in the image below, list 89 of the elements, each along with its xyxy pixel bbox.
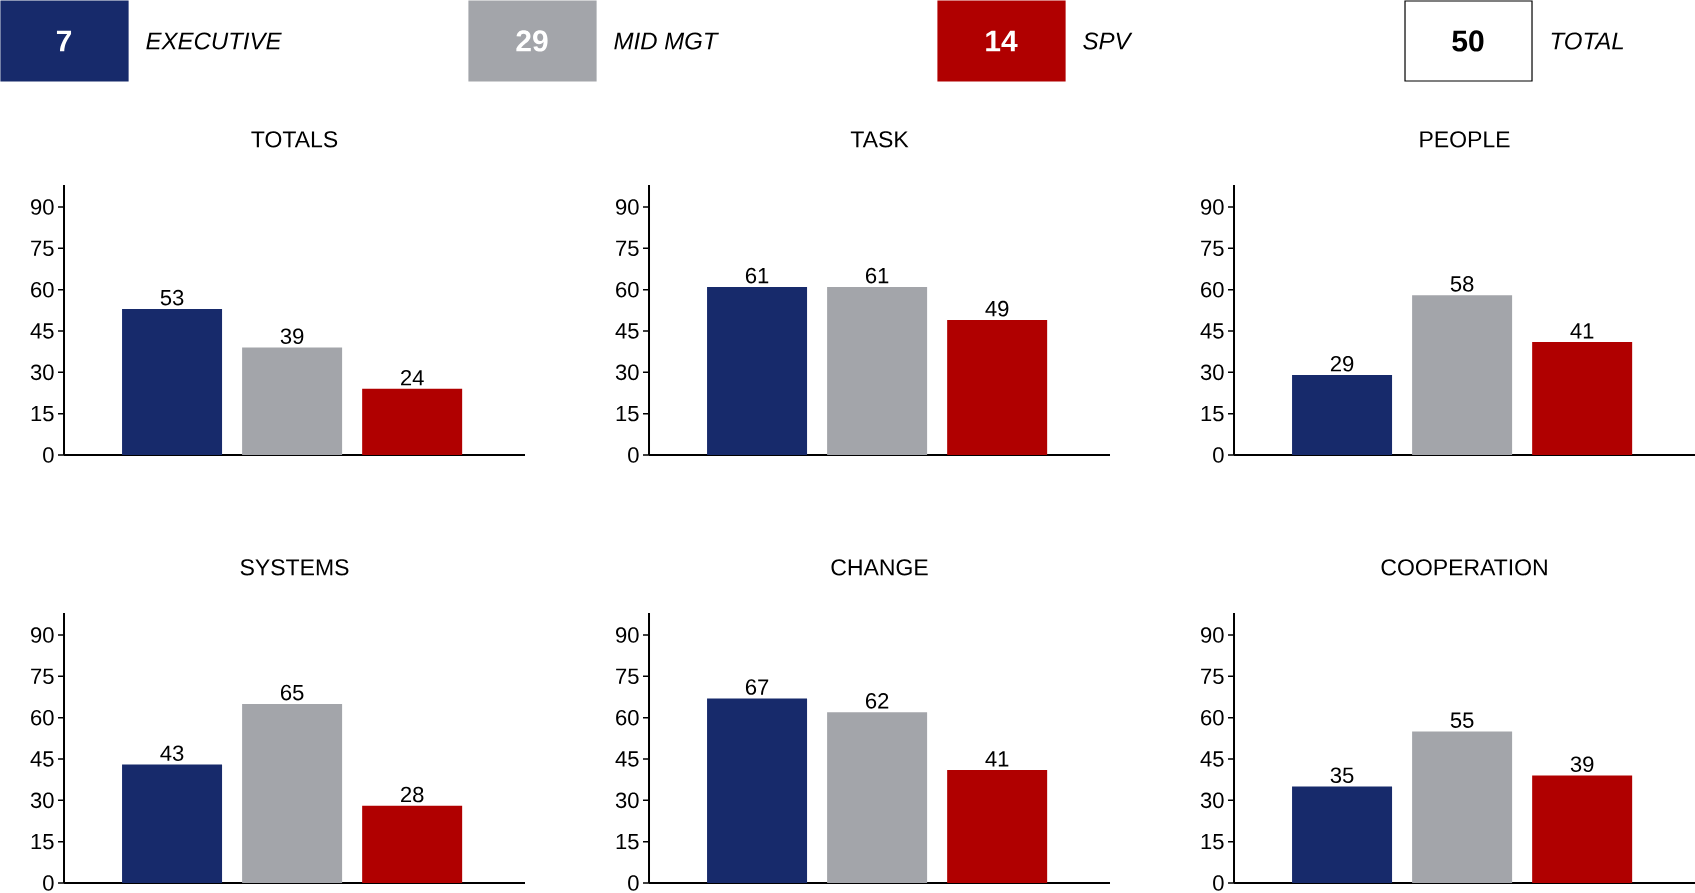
bar	[122, 308, 223, 455]
y-tick-label: 45	[615, 751, 639, 767]
bar	[1292, 786, 1393, 883]
chart-title: CHANGE	[831, 559, 928, 576]
bar	[1532, 775, 1633, 883]
category-label: TOTAL	[1551, 32, 1624, 50]
bar	[947, 770, 1048, 883]
data-label: 41	[1570, 323, 1594, 339]
y-tick-label: 75	[31, 668, 54, 685]
y-tick-label: 15	[31, 405, 54, 422]
y-tick-label: 45	[1200, 751, 1224, 767]
y-tick-label: 45	[1200, 323, 1224, 339]
y-tick-label: 60	[1201, 281, 1224, 298]
bar	[1412, 731, 1513, 883]
y-tick-label: 15	[31, 833, 54, 850]
data-label: 43	[160, 745, 184, 761]
y-tick-label: 15	[1201, 833, 1224, 850]
bar	[827, 712, 928, 883]
y-tick-label: 30	[30, 792, 54, 809]
y-tick-label: 30	[615, 364, 639, 381]
y-tick-label: 60	[31, 709, 54, 726]
text: 14	[986, 30, 1018, 52]
y-tick-label: 90	[31, 199, 54, 215]
y-tick-label: 75	[616, 240, 639, 257]
data-label: 61	[745, 267, 769, 284]
bar	[707, 698, 808, 883]
y-tick-label: 45	[30, 751, 54, 767]
y-tick-label: 0	[1213, 875, 1224, 891]
data-label: 65	[280, 684, 304, 701]
y-tick-label: 60	[616, 281, 639, 298]
y-tick-label: 90	[1201, 627, 1224, 643]
y-tick-label: 0	[43, 447, 54, 463]
y-tick-label: 30	[1200, 792, 1224, 809]
y-tick-label: 0	[628, 447, 639, 463]
y-tick-label: 60	[616, 709, 639, 726]
y-tick-label: 0	[1213, 447, 1224, 463]
data-label: 39	[280, 328, 304, 345]
y-tick-label: 75	[31, 240, 54, 257]
y-tick-label: 45	[615, 323, 639, 339]
bar	[122, 764, 223, 883]
data-label: 28	[401, 786, 424, 803]
data-label: 53	[160, 289, 184, 306]
data-label: 55	[1450, 712, 1474, 728]
data-label: 61	[865, 267, 889, 284]
chart-title: TASK	[850, 131, 909, 148]
bar	[1532, 342, 1633, 455]
y-tick-label: 15	[1201, 405, 1224, 422]
chart-title: TOTALS	[251, 131, 338, 148]
y-tick-label: 90	[1201, 199, 1224, 215]
text: 29	[516, 30, 548, 52]
y-tick-label: 90	[616, 627, 639, 643]
y-tick-label: 75	[616, 668, 639, 685]
chart-title: PEOPLE	[1420, 131, 1510, 148]
data-label: 39	[1570, 756, 1594, 773]
data-label: 35	[1330, 767, 1354, 784]
bar	[242, 347, 343, 455]
bar	[362, 388, 463, 455]
y-tick-label: 30	[615, 792, 639, 809]
data-label: 62	[865, 693, 889, 709]
chart-title: SYSTEMS	[240, 559, 349, 576]
category-label: MID MGT	[614, 32, 719, 50]
data-label: 41	[985, 751, 1009, 767]
y-tick-label: 30	[1200, 364, 1224, 381]
y-tick-label: 90	[31, 627, 54, 643]
data-label: 49	[985, 300, 1009, 317]
data-label: 29	[1330, 355, 1354, 372]
y-tick-label: 0	[43, 875, 54, 891]
y-tick-label: 0	[628, 875, 639, 891]
category-label: SPV	[1083, 32, 1133, 50]
data-label: 24	[401, 369, 424, 386]
category-label: EXECUTIVE	[146, 32, 282, 50]
bar	[362, 805, 463, 883]
bar	[1412, 295, 1513, 455]
y-tick-label: 15	[616, 833, 639, 850]
chart-title: COOPERATION	[1381, 559, 1547, 576]
text: 50	[1452, 30, 1484, 52]
bar	[242, 703, 343, 883]
y-tick-label: 45	[30, 323, 54, 339]
text: 7	[56, 30, 72, 52]
y-tick-label: 60	[1201, 709, 1224, 726]
y-tick-label: 75	[1201, 240, 1224, 257]
y-tick-label: 30	[30, 364, 54, 381]
y-tick-label: 90	[616, 199, 639, 215]
y-tick-label: 15	[616, 405, 639, 422]
data-label: 58	[1450, 276, 1474, 292]
y-tick-label: 60	[31, 281, 54, 298]
data-label: 67	[745, 679, 769, 695]
y-tick-label: 75	[1201, 668, 1224, 685]
bar	[1292, 375, 1393, 455]
